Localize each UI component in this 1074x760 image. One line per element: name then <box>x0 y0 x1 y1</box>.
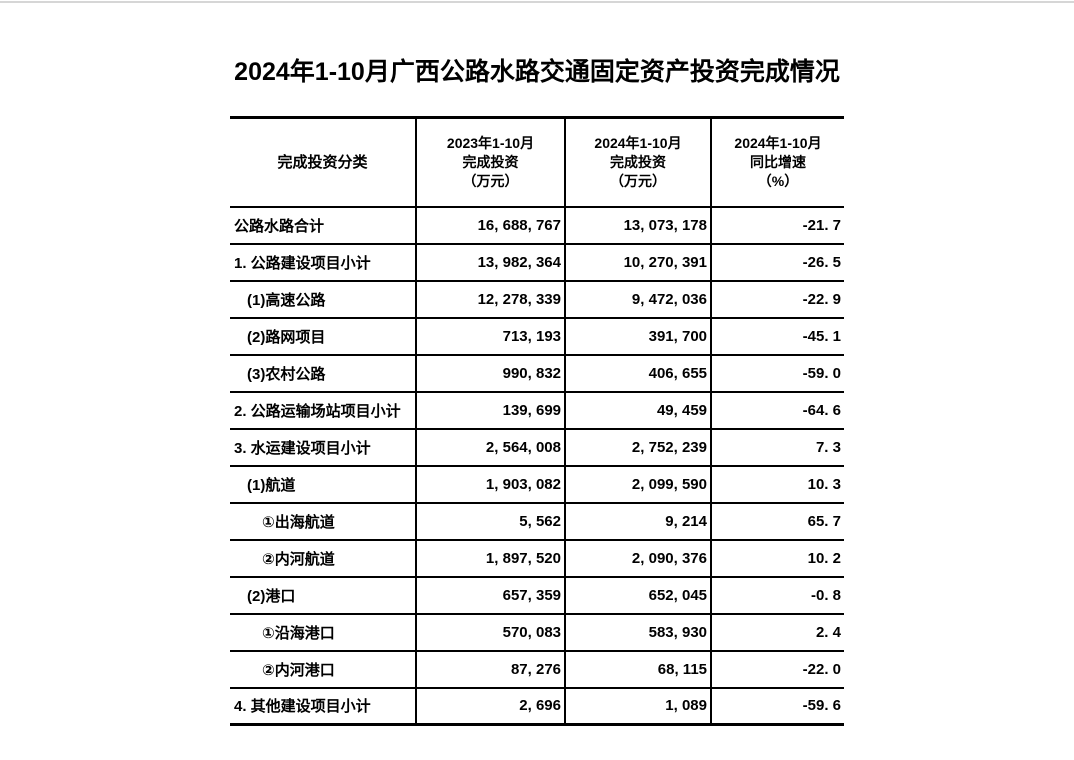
value-2024-cell: 9, 472, 036 <box>564 280 711 319</box>
growth-cell: -0. 8 <box>710 576 844 615</box>
page-title: 2024年1-10月广西公路水路交通固定资产投资完成情况 <box>234 58 840 86</box>
value-2024-cell: 49, 459 <box>564 391 711 430</box>
table-row: ①出海航道 5, 562 9, 214 65. 7 <box>230 502 844 541</box>
value-2023-cell: 12, 278, 339 <box>415 280 565 319</box>
value-2024-cell: 10, 270, 391 <box>564 243 711 282</box>
growth-cell: 2. 4 <box>710 613 844 652</box>
table-row: 2. 公路运输场站项目小计 139, 699 49, 459 -64. 6 <box>230 391 844 430</box>
table-row: ②内河航道 1, 897, 520 2, 090, 376 10. 2 <box>230 539 844 578</box>
header-2024-line1: 2024年1-10月 <box>594 134 682 151</box>
growth-cell: 7. 3 <box>710 428 844 467</box>
table-body: 公路水路合计 16, 688, 767 13, 073, 178 -21. 7 … <box>230 206 844 726</box>
value-2023-cell: 16, 688, 767 <box>415 206 565 245</box>
table-row: 公路水路合计 16, 688, 767 13, 073, 178 -21. 7 <box>230 206 844 245</box>
value-2024-cell: 13, 073, 178 <box>564 206 711 245</box>
header-2023: 2023年1-10月 完成投资 （万元） <box>415 117 565 208</box>
table-row: (1)航道 1, 903, 082 2, 099, 590 10. 3 <box>230 465 844 504</box>
page-top-divider <box>0 1 1074 3</box>
category-cell: (2)港口 <box>230 576 416 615</box>
value-2023-cell: 1, 903, 082 <box>415 465 565 504</box>
header-category-label: 完成投资分类 <box>277 153 368 171</box>
value-2023-cell: 5, 562 <box>415 502 565 541</box>
value-2023-cell: 139, 699 <box>415 391 565 430</box>
growth-cell: 10. 3 <box>710 465 844 504</box>
category-cell: 2. 公路运输场站项目小计 <box>230 391 416 430</box>
table-row: (1)高速公路 12, 278, 339 9, 472, 036 -22. 9 <box>230 280 844 319</box>
value-2024-cell: 2, 090, 376 <box>564 539 711 578</box>
header-2023-line2: 完成投资 <box>462 153 519 170</box>
growth-cell: -26. 5 <box>710 243 844 282</box>
table-row: 3. 水运建设项目小计 2, 564, 008 2, 752, 239 7. 3 <box>230 428 844 467</box>
value-2023-cell: 1, 897, 520 <box>415 539 565 578</box>
growth-cell: -64. 6 <box>710 391 844 430</box>
table-row: (2)路网项目 713, 193 391, 700 -45. 1 <box>230 317 844 356</box>
category-cell: 3. 水运建设项目小计 <box>230 428 416 467</box>
table-row: 4. 其他建设项目小计 2, 696 1, 089 -59. 6 <box>230 687 844 726</box>
header-category: 完成投资分类 <box>230 117 416 208</box>
growth-cell: -21. 7 <box>710 206 844 245</box>
growth-cell: -45. 1 <box>710 317 844 356</box>
growth-cell: -59. 6 <box>710 687 844 726</box>
value-2023-cell: 87, 276 <box>415 650 565 689</box>
header-2024-line3: （万元） <box>610 172 666 189</box>
value-2024-cell: 2, 752, 239 <box>564 428 711 467</box>
growth-cell: -22. 0 <box>710 650 844 689</box>
header-2023-line1: 2023年1-10月 <box>446 134 535 151</box>
header-growth: 2024年1-10月 同比增速 （%） <box>710 117 844 208</box>
category-cell: ①沿海港口 <box>230 613 416 652</box>
header-growth-line2: 同比增速 <box>750 153 806 170</box>
value-2023-cell: 13, 982, 364 <box>415 243 565 282</box>
header-growth-line1: 2024年1-10月 <box>734 134 822 151</box>
category-cell: (1)高速公路 <box>230 280 416 319</box>
table-row: (3)农村公路 990, 832 406, 655 -59. 0 <box>230 354 844 393</box>
value-2024-cell: 1, 089 <box>564 687 711 726</box>
category-cell: ②内河航道 <box>230 539 416 578</box>
value-2024-cell: 406, 655 <box>564 354 711 393</box>
table-row: 1. 公路建设项目小计 13, 982, 364 10, 270, 391 -2… <box>230 243 844 282</box>
value-2023-cell: 713, 193 <box>415 317 565 356</box>
value-2024-cell: 652, 045 <box>564 576 711 615</box>
category-cell: ①出海航道 <box>230 502 416 541</box>
value-2024-cell: 391, 700 <box>564 317 711 356</box>
growth-cell: -59. 0 <box>710 354 844 393</box>
table-row: ①沿海港口 570, 083 583, 930 2. 4 <box>230 613 844 652</box>
table-row: ②内河港口 87, 276 68, 115 -22. 0 <box>230 650 844 689</box>
value-2023-cell: 990, 832 <box>415 354 565 393</box>
value-2023-cell: 570, 083 <box>415 613 565 652</box>
category-cell: 4. 其他建设项目小计 <box>230 687 416 726</box>
category-cell: 1. 公路建设项目小计 <box>230 243 416 282</box>
value-2024-cell: 2, 099, 590 <box>564 465 711 504</box>
value-2024-cell: 583, 930 <box>564 613 711 652</box>
investment-table: 完成投资分类 2023年1-10月 完成投资 （万元） 2024年1-10月 完… <box>230 116 844 726</box>
value-2023-cell: 2, 696 <box>415 687 565 726</box>
category-cell: (1)航道 <box>230 465 416 504</box>
growth-cell: 65. 7 <box>710 502 844 541</box>
header-2024-line2: 完成投资 <box>610 153 666 170</box>
header-2023-line3: （万元） <box>462 172 519 189</box>
value-2023-cell: 2, 564, 008 <box>415 428 565 467</box>
header-2024: 2024年1-10月 完成投资 （万元） <box>564 117 711 208</box>
category-cell: (2)路网项目 <box>230 317 416 356</box>
growth-cell: 10. 2 <box>710 539 844 578</box>
growth-cell: -22. 9 <box>710 280 844 319</box>
header-row: 完成投资分类 2023年1-10月 完成投资 （万元） 2024年1-10月 完… <box>230 117 844 208</box>
category-cell: 公路水路合计 <box>230 206 416 245</box>
value-2023-cell: 657, 359 <box>415 576 565 615</box>
table-row: (2)港口 657, 359 652, 045 -0. 8 <box>230 576 844 615</box>
category-cell: (3)农村公路 <box>230 354 416 393</box>
table-header: 完成投资分类 2023年1-10月 完成投资 （万元） 2024年1-10月 完… <box>230 117 844 208</box>
header-growth-line3: （%） <box>757 172 799 189</box>
value-2024-cell: 9, 214 <box>564 502 711 541</box>
value-2024-cell: 68, 115 <box>564 650 711 689</box>
category-cell: ②内河港口 <box>230 650 416 689</box>
